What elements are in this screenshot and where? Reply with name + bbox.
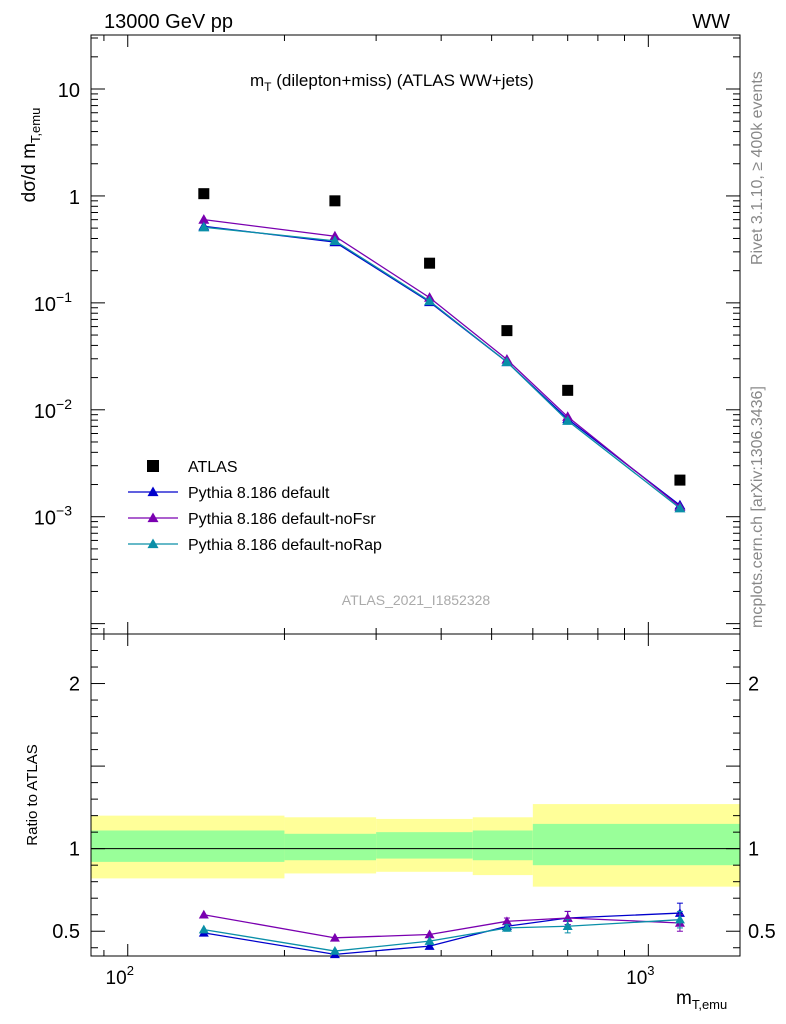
legend-marker	[147, 486, 159, 497]
ratio-y-tick-label: 1	[69, 839, 80, 861]
legend-label: Pythia 8.186 default	[188, 485, 330, 502]
mcplots-label: mcplots.cern.ch [arXiv:1306.3436]	[749, 386, 766, 628]
series-line	[203, 225, 681, 506]
legend-marker-atlas	[147, 460, 159, 472]
legend-label: ATLAS	[188, 459, 238, 476]
ratio-data-point	[329, 932, 340, 942]
ratio-data-point	[424, 929, 435, 939]
legend-marker	[147, 538, 159, 549]
ratio-y-tick-label-right: 2	[748, 674, 759, 696]
legend-label: Pythia 8.186 default-noFsr	[188, 511, 376, 528]
ratio-data-point	[198, 909, 209, 919]
data-point-mc	[329, 235, 341, 245]
data-point-atlas	[198, 188, 210, 200]
ratio-data-point	[501, 916, 512, 926]
x-axis-label: mT,emu	[676, 988, 727, 1012]
ratio-y-tick-label: 2	[69, 674, 80, 696]
ratio-series-line	[203, 914, 680, 939]
plot-title: mT (dilepton+miss) (ATLAS WW+jets)	[250, 71, 534, 94]
series-line	[203, 226, 681, 509]
x-tick-label: 103	[626, 963, 654, 989]
header-left: 13000 GeV pp	[104, 11, 233, 33]
ratio-series-line	[203, 919, 680, 952]
ratio-y-tick-label-right: 1	[748, 839, 759, 861]
y-tick-label: 10−3	[34, 503, 72, 530]
ratio-panel: 102 103 0.5 0.5 1 1 2 2	[52, 633, 776, 989]
legend-marker	[147, 512, 159, 523]
ratio-data-point	[424, 941, 435, 950]
ratio-series-line	[203, 912, 680, 956]
data-point-atlas	[329, 195, 341, 207]
x-tick-label: 102	[106, 963, 134, 989]
ratio-data-point	[674, 914, 685, 924]
data-point-mc	[198, 221, 210, 232]
y-tick-label: 10	[58, 80, 80, 102]
series-line	[203, 219, 681, 508]
ratio-data-point	[562, 921, 573, 931]
ratio-y-axis-label: Ratio to ATLAS	[24, 744, 41, 845]
main-panel: 10 1 10−1 10−2 10−3 ATLAS Pythia 8.186 default…	[34, 34, 741, 956]
y-tick-label: 10−1	[34, 289, 72, 316]
data-point-atlas	[562, 384, 574, 396]
ratio-band-inner	[284, 833, 377, 861]
data-point-mc	[424, 295, 436, 306]
data-point-mc	[501, 356, 513, 367]
ratio-band-inner	[91, 830, 285, 862]
analysis-watermark: ATLAS_2021_I1852328	[342, 592, 491, 608]
data-point-mc	[562, 415, 574, 425]
ratio-data-point	[424, 936, 435, 945]
y-axis-label: dσ/d mT,emu	[19, 108, 43, 203]
legend-label: Pythia 8.186 default-noRap	[188, 537, 382, 554]
ratio-data-point	[198, 924, 209, 934]
data-point-atlas	[674, 474, 686, 486]
ratio-data-point	[329, 946, 340, 955]
y-tick-label: 10−2	[34, 396, 72, 423]
ratio-data-point	[501, 922, 512, 932]
ratio-band-inner	[376, 832, 473, 859]
ratio-y-tick-label-right: 0.5	[748, 921, 776, 943]
rivet-label: Rivet 3.1.10, ≥ 400k events	[749, 71, 766, 265]
data-point-atlas	[501, 325, 513, 337]
ratio-band-inner	[472, 830, 533, 861]
ratio-frame	[90, 633, 741, 957]
data-point-mc	[198, 214, 210, 224]
y-tick-label: 1	[69, 187, 80, 209]
ratio-band-inner	[532, 823, 740, 866]
data-point-atlas	[424, 257, 436, 269]
ratio-y-tick-label: 0.5	[52, 921, 80, 943]
header-right: WW	[692, 11, 730, 33]
data-point-mc	[674, 502, 686, 513]
